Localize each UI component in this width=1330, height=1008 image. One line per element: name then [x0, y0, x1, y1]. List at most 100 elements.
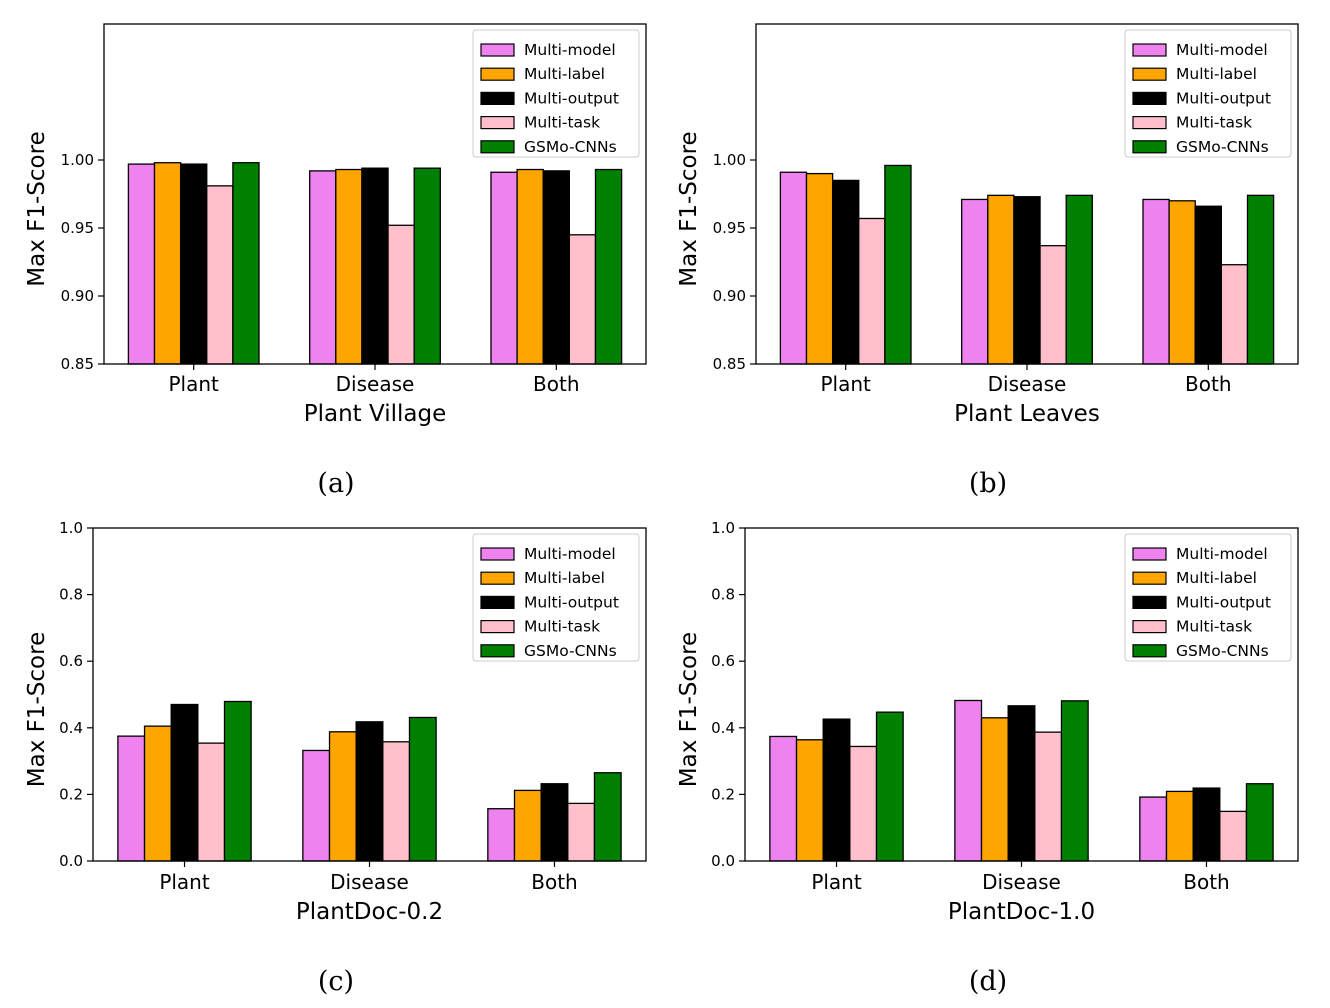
x-tick-label-plant: Plant: [159, 870, 210, 894]
legend-label-multi-output: Multi-output: [1176, 593, 1271, 611]
y-tick-label: 0.95: [713, 219, 746, 237]
legend-swatch-gsmo-cnns: [1132, 140, 1167, 154]
bar-gsmo-cnns-plant: [875, 711, 904, 862]
legend-swatch-multi-output: [480, 91, 515, 106]
y-tick-label: 1.00: [713, 151, 746, 169]
bar-multi-task-disease: [1039, 245, 1067, 365]
chart-panel-b: 0.85 0.90 0.95 1.00 Plant Disease Both Plant Le…: [676, 23, 1299, 499]
bar-multi-task-both: [1220, 264, 1249, 365]
x-tick-label-disease: Disease: [330, 870, 409, 894]
x-axis-label: PlantDoc-0.2: [296, 899, 443, 925]
bar-gsmo-cnns-plant: [232, 162, 260, 365]
bar-multi-label-disease: [980, 717, 1009, 862]
bar-multi-model-disease: [309, 170, 337, 365]
legend: Multi-model Multi-label Multi-output Multi-…: [1124, 533, 1292, 662]
y-tick-label: 0.95: [61, 219, 94, 237]
legend-swatch-gsmo-cnns: [480, 644, 515, 658]
legend-label-multi-model: Multi-model: [1176, 41, 1268, 59]
bar-multi-label-both: [513, 789, 542, 862]
bar-multi-model-plant: [779, 171, 808, 365]
y-tick-label: 0.90: [713, 287, 746, 305]
legend-label-multi-task: Multi-task: [1176, 114, 1252, 132]
legend: Multi-model Multi-label Multi-output Multi-…: [472, 29, 640, 158]
bar-gsmo-cnns-both: [593, 772, 622, 862]
bar-multi-task-plant: [849, 745, 878, 862]
bar-multi-label-disease: [987, 194, 1015, 365]
x-tick-label-both: Both: [533, 372, 579, 396]
legend-label-multi-model: Multi-model: [524, 41, 616, 59]
bar-multi-label-plant: [795, 739, 824, 862]
bar-multi-model-disease: [961, 198, 989, 365]
bar-multi-model-both: [487, 808, 516, 862]
bar-multi-label-disease: [335, 168, 363, 365]
y-tick-label: 0.4: [59, 719, 83, 737]
chart-panel-a: 0.85 0.90 0.95 1.00 Plant Disease Both Plant Vi…: [24, 23, 647, 499]
y-axis-label: Max F1-Score: [24, 131, 50, 286]
y-tick-label: 0.6: [59, 652, 83, 670]
panel-caption: (b): [969, 468, 1007, 499]
bar-multi-task-both: [568, 234, 597, 365]
legend-swatch-multi-model: [1132, 547, 1167, 561]
x-tick-label-plant: Plant: [811, 870, 862, 894]
bar-multi-model-both: [490, 171, 518, 365]
legend-label-multi-label: Multi-label: [524, 569, 605, 587]
legend-swatch-multi-label: [480, 571, 515, 585]
legend-swatch-multi-label: [1132, 67, 1167, 81]
y-tick-label: 0.8: [711, 586, 735, 604]
legend-label-multi-output: Multi-output: [524, 593, 619, 611]
bar-multi-model-plant: [117, 735, 146, 862]
bar-multi-task-both: [567, 802, 596, 862]
x-tick-label-plant: Plant: [169, 372, 220, 396]
y-tick-label: 0.0: [711, 852, 735, 870]
legend-label-multi-output: Multi-output: [1176, 89, 1271, 107]
legend-label-multi-output: Multi-output: [524, 89, 619, 107]
legend-swatch-multi-output: [1132, 91, 1167, 106]
bar-multi-task-both: [1219, 810, 1248, 862]
bar-multi-output-disease: [1013, 196, 1041, 365]
bar-multi-model-disease: [302, 749, 331, 862]
y-tick-label: 0.0: [59, 852, 83, 870]
bar-gsmo-cnns-both: [594, 168, 623, 365]
panel-caption: (a): [317, 468, 354, 499]
legend-swatch-gsmo-cnns: [1132, 644, 1167, 658]
legend-swatch-multi-label: [1132, 571, 1167, 585]
legend-swatch-multi-model: [480, 43, 515, 57]
legend-swatch-multi-task: [480, 619, 515, 634]
y-tick-label: 0.90: [61, 287, 94, 305]
bar-multi-task-disease: [387, 224, 415, 365]
legend-label-multi-label: Multi-label: [1176, 65, 1257, 83]
panel-caption: (d): [969, 966, 1007, 997]
bar-multi-output-both: [1192, 787, 1221, 862]
y-tick-label: 1.0: [59, 519, 83, 537]
legend-label-multi-label: Multi-label: [1176, 569, 1257, 587]
bar-multi-output-disease: [361, 167, 389, 365]
bar-multi-output-plant: [170, 703, 199, 862]
bar-multi-output-both: [542, 170, 571, 365]
chart-panel-d: 0.0 0.2 0.4 0.6 0.8 1.0 Plant Disease Both PlantD…: [676, 519, 1299, 997]
y-tick-label: 1.0: [711, 519, 735, 537]
y-tick-label: 0.2: [711, 785, 735, 803]
x-tick-label-disease: Disease: [336, 372, 415, 396]
y-tick-label: 0.6: [711, 652, 735, 670]
bar-multi-task-plant: [206, 185, 234, 365]
bar-multi-model-disease: [954, 699, 983, 862]
legend: Multi-model Multi-label Multi-output Multi-…: [472, 533, 640, 662]
legend-label-multi-task: Multi-task: [524, 618, 600, 636]
bar-multi-output-plant: [831, 179, 860, 365]
legend-label-multi-task: Multi-task: [1176, 618, 1252, 636]
x-tick-label-disease: Disease: [988, 372, 1067, 396]
legend-label-multi-label: Multi-label: [524, 65, 605, 83]
legend-label-gsmo-cnns: GSMo-CNNs: [524, 138, 617, 156]
legend-swatch-multi-model: [480, 547, 515, 561]
chart-panel-c: 0.0 0.2 0.4 0.6 0.8 1.0 Plant Disease Both PlantD…: [24, 519, 647, 997]
bar-gsmo-cnns-plant: [884, 164, 912, 365]
bar-multi-model-plant: [769, 735, 798, 862]
y-tick-label: 0.2: [59, 785, 83, 803]
y-axis-label: Max F1-Score: [676, 632, 702, 787]
legend-swatch-multi-label: [480, 67, 515, 81]
bar-gsmo-cnns-disease: [1060, 700, 1089, 862]
bar-multi-output-disease: [1007, 705, 1036, 862]
x-tick-label-both: Both: [1183, 870, 1229, 894]
bar-multi-model-both: [1139, 796, 1168, 862]
bar-multi-model-plant: [127, 163, 156, 365]
